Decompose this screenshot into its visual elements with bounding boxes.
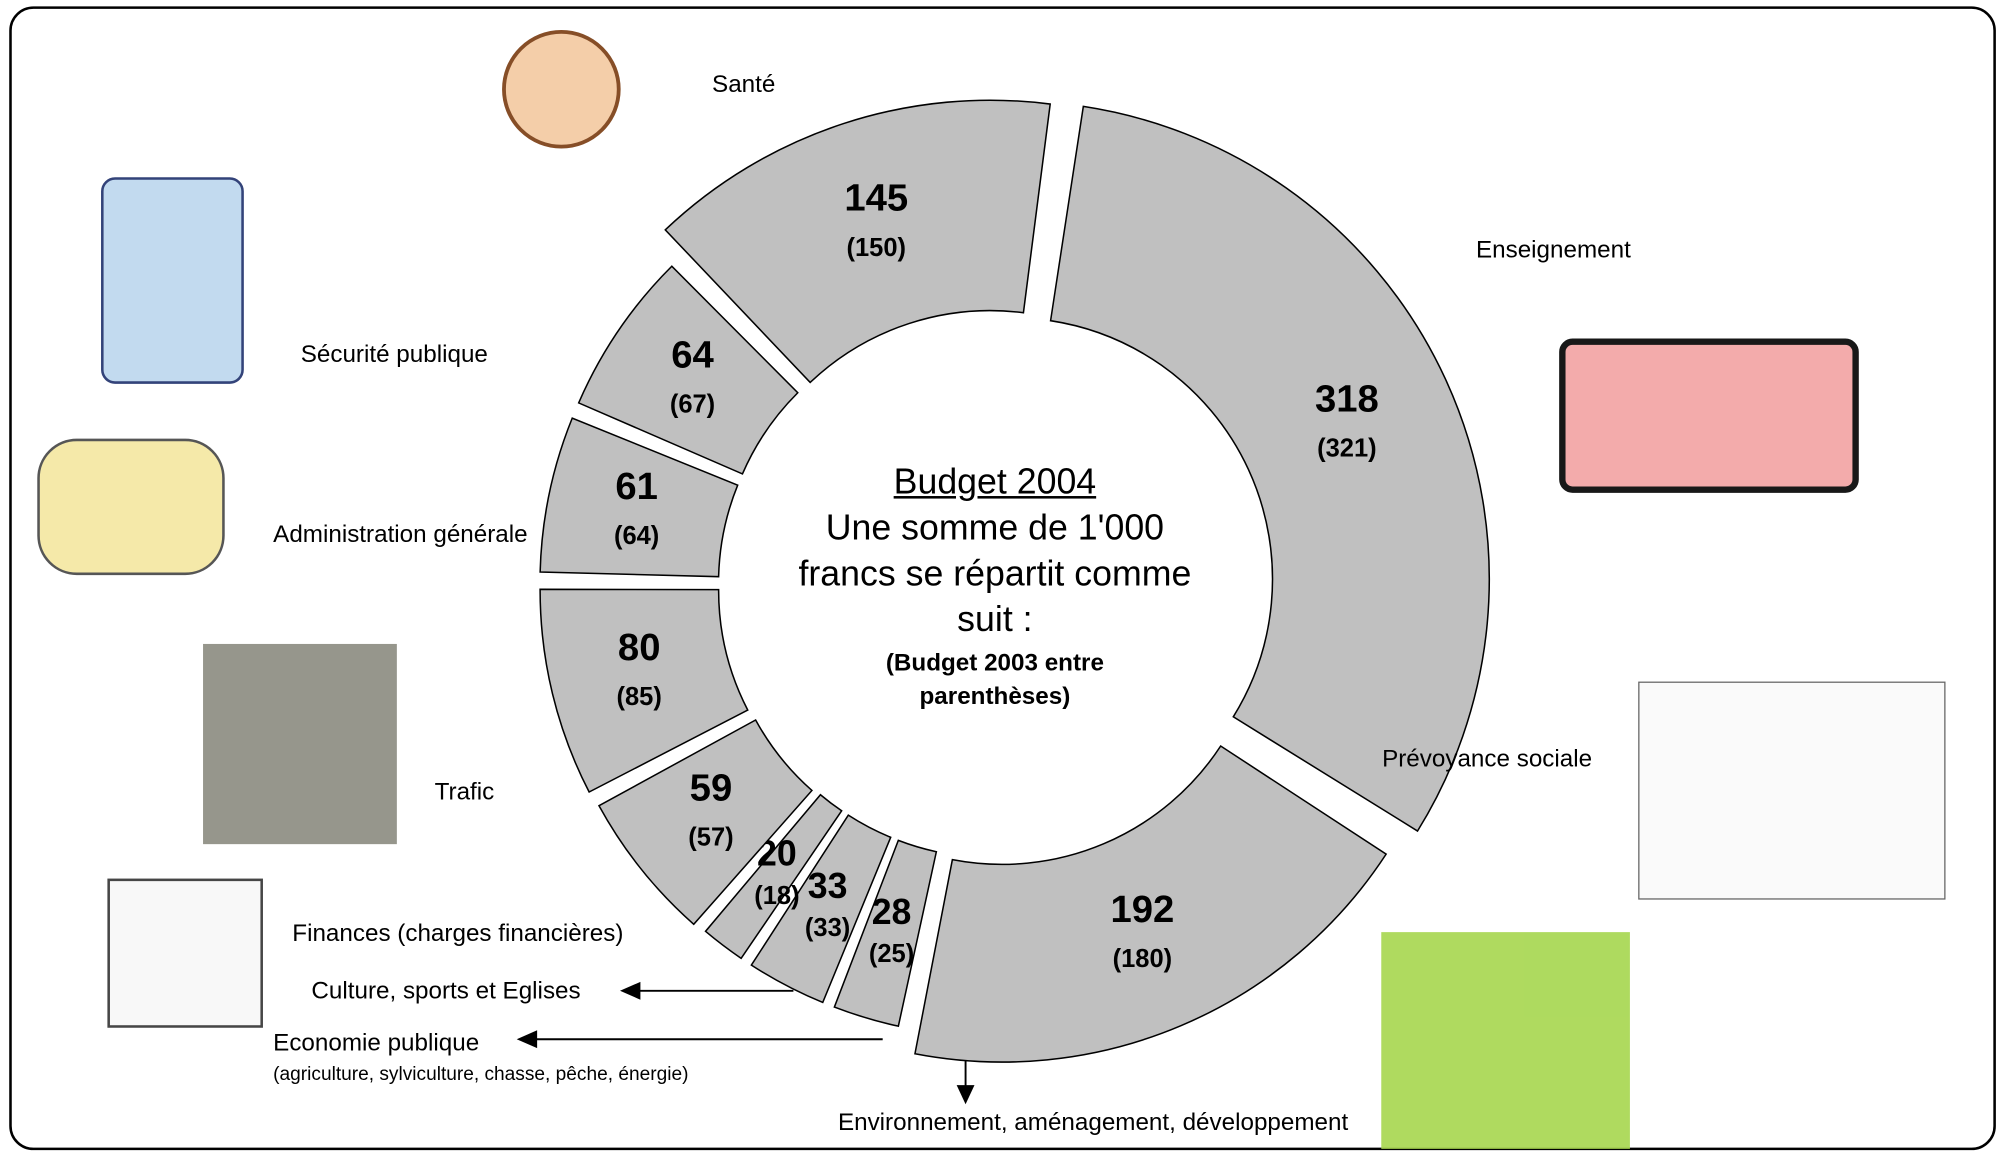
value-label: 33 (808, 866, 848, 906)
donut-segment (597, 718, 813, 926)
donut-segment (833, 839, 938, 1028)
center-block: Budget 2004 Une somme de 1'000 francs se… (765, 427, 1224, 746)
value-label: 61 (615, 465, 658, 508)
arrow-head (516, 1030, 538, 1049)
doctor-icon (502, 29, 621, 149)
donut-segment (539, 417, 739, 578)
donut-segment (750, 814, 892, 1004)
frame (9, 6, 1996, 1151)
traffic-photo (203, 643, 397, 845)
donut-segment (1049, 105, 1491, 833)
police-icon (101, 177, 244, 384)
value-label: 64 (671, 334, 714, 377)
category-label: Culture, sports et Eglises (311, 977, 580, 1004)
education-icon (1559, 338, 1859, 493)
arrow-head (956, 1085, 975, 1105)
previous-value-label: (18) (754, 882, 799, 910)
chart-subtitle: Une somme de 1'000 francs se répartit co… (798, 507, 1192, 639)
previous-value-label: (33) (805, 914, 850, 942)
donut-segment (704, 793, 843, 960)
value-label: 145 (844, 177, 908, 220)
previous-value-label: (64) (614, 522, 659, 550)
value-label: 318 (1315, 377, 1379, 420)
previous-value-label: (67) (670, 391, 715, 419)
scale-icon (1638, 681, 1946, 900)
donut-segment (664, 99, 1052, 384)
center-text: Budget 2004 Une somme de 1'000 francs se… (765, 427, 1224, 746)
arrows (516, 981, 975, 1105)
category-label: Environnement, aménagement, développemen… (838, 1109, 1349, 1136)
category-label: Economie publique (273, 1030, 479, 1057)
arrow-head (620, 981, 641, 1000)
category-label: Sécurité publique (301, 341, 488, 368)
category-label: Finances (charges financières) (292, 920, 623, 947)
illustrations (37, 29, 1946, 1149)
previous-value-label: (180) (1113, 945, 1173, 973)
previous-value-label: (25) (869, 940, 914, 968)
computer-icon (37, 438, 225, 576)
value-label: 28 (872, 892, 912, 932)
previous-value-label: (57) (688, 824, 733, 852)
value-label: 80 (618, 626, 661, 669)
category-detail: (agriculture, sylviculture, chasse, pêch… (273, 1064, 688, 1085)
category-label: Trafic (435, 779, 495, 806)
chart-title: Budget 2004 (893, 461, 1097, 502)
previous-value-label: (321) (1317, 434, 1377, 462)
environment-icon (1381, 932, 1630, 1149)
previous-value-label: (85) (617, 683, 662, 711)
category-label: Administration générale (273, 521, 527, 548)
donut-segment (577, 265, 799, 475)
category-label: Prévoyance sociale (1382, 745, 1592, 772)
donut-segment (539, 588, 749, 794)
category-label: Enseignement (1476, 237, 1631, 264)
chart-note: (Budget 2003 entre parenthèses) (885, 650, 1104, 711)
donut-segment (914, 744, 1388, 1063)
value-label: 59 (690, 767, 733, 810)
finance-icon (107, 878, 263, 1028)
category-label: Santé (712, 71, 775, 98)
value-label: 192 (1110, 888, 1174, 931)
previous-value-label: (150) (846, 234, 906, 262)
